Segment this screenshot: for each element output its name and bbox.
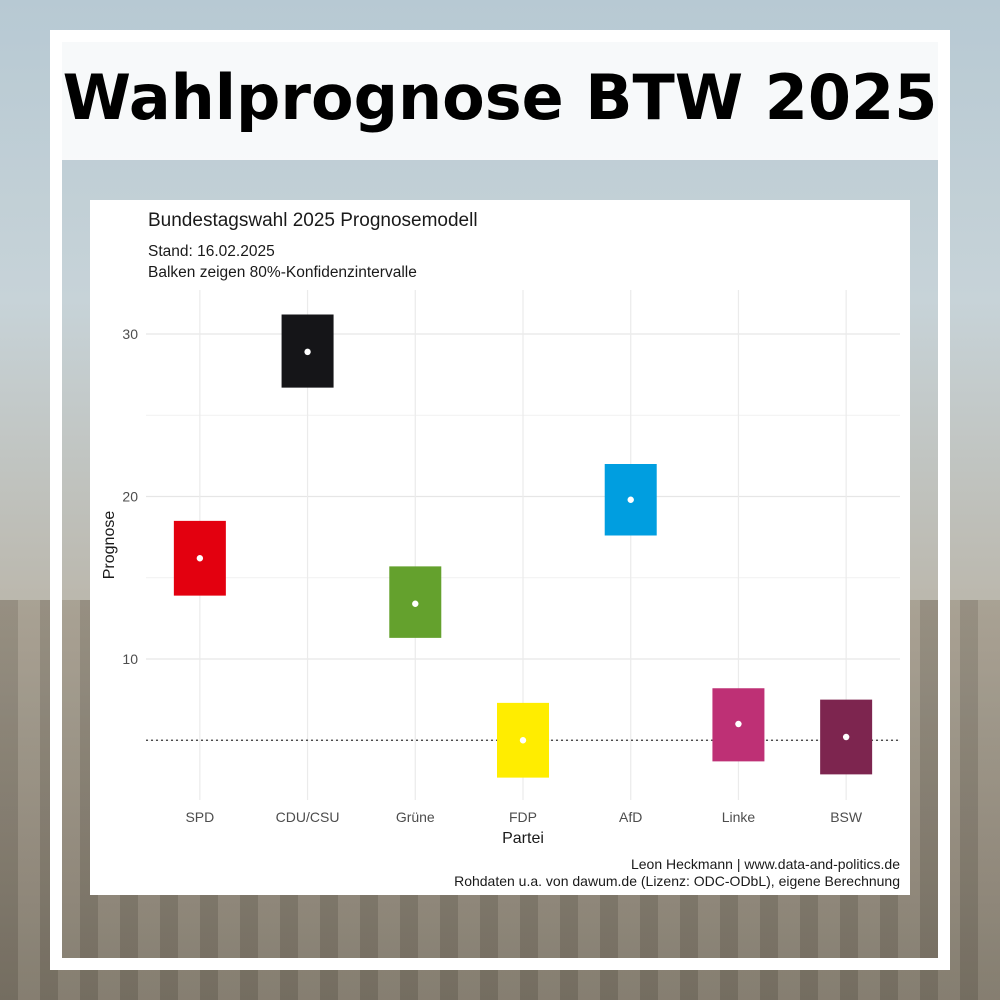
y-tick-label: 30 <box>122 326 138 342</box>
y-axis-label: Prognose <box>101 511 118 580</box>
x-tick-label: SPD <box>185 809 214 825</box>
estimate-point <box>304 348 311 356</box>
page-title: Wahlprognose BTW 2025 <box>62 61 938 134</box>
x-tick-label: AfD <box>619 809 642 825</box>
caption-source: Rohdaten u.a. von dawum.de (Lizenz: ODC-… <box>454 873 900 889</box>
estimate-point <box>735 720 742 728</box>
estimate-point <box>519 737 527 744</box>
x-tick-label: FDP <box>509 809 537 825</box>
x-axis-label: Partei <box>502 830 544 847</box>
y-tick-label: 10 <box>122 651 138 667</box>
y-tick-label: 20 <box>122 489 138 505</box>
chart-panel <box>90 200 910 895</box>
estimate-point <box>412 600 419 607</box>
x-tick-label: CDU/CSU <box>276 809 340 825</box>
white-frame <box>50 30 950 970</box>
x-tick-label: Linke <box>722 809 756 825</box>
x-tick-label: Grüne <box>396 809 435 825</box>
chart-subtitle-date: Stand: 16.02.2025 <box>148 243 275 260</box>
chart-title: Bundestagswahl 2025 Prognosemodell <box>148 210 478 231</box>
caption-author: Leon Heckmann | www.data-and-politics.de <box>630 856 900 872</box>
x-tick-label: BSW <box>830 809 863 825</box>
estimate-point <box>627 496 634 503</box>
chart-subtitle-note: Balken zeigen 80%-Konfidenzintervalle <box>148 264 417 281</box>
title-band <box>62 42 938 160</box>
estimate-point <box>842 733 850 741</box>
estimate-point <box>196 555 204 562</box>
